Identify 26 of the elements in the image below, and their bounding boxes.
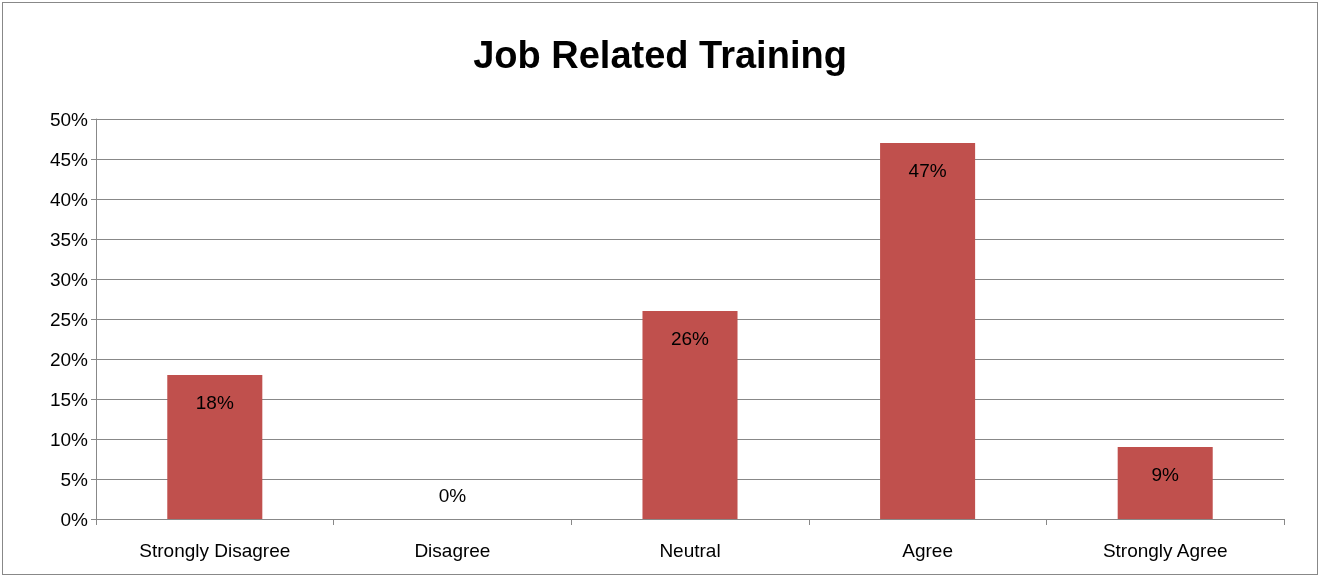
x-tick-label: Disagree [414,540,491,561]
y-tick-label: 25% [49,308,89,330]
y-tick-label: 40% [49,188,89,210]
y-tick-label: 20% [49,348,89,370]
chart-title: Job Related Training [473,34,847,76]
data-label: 47% [908,160,947,181]
bar [880,143,976,519]
y-tick-label: 15% [49,388,89,410]
y-tick-label: 35% [49,228,89,250]
bar [167,375,263,519]
x-tick-label: Strongly Disagree [139,540,291,561]
data-label: 9% [1151,464,1180,485]
data-label: 26% [670,328,710,349]
y-tick-label: 30% [49,268,89,290]
bar [642,311,738,519]
y-tick-label: 0% [60,508,89,530]
y-tick-label: 50% [49,108,89,130]
data-label: 18% [195,392,234,413]
x-tick-label: Agree [902,540,953,561]
x-tick-label: Neutral [659,540,721,561]
y-tick-label: 10% [49,428,89,450]
y-tick-label: 45% [49,148,89,170]
x-tick-label: Strongly Agree [1102,540,1228,561]
data-label: 0% [438,485,467,506]
y-tick-label: 5% [60,468,89,490]
bar [1117,447,1213,519]
